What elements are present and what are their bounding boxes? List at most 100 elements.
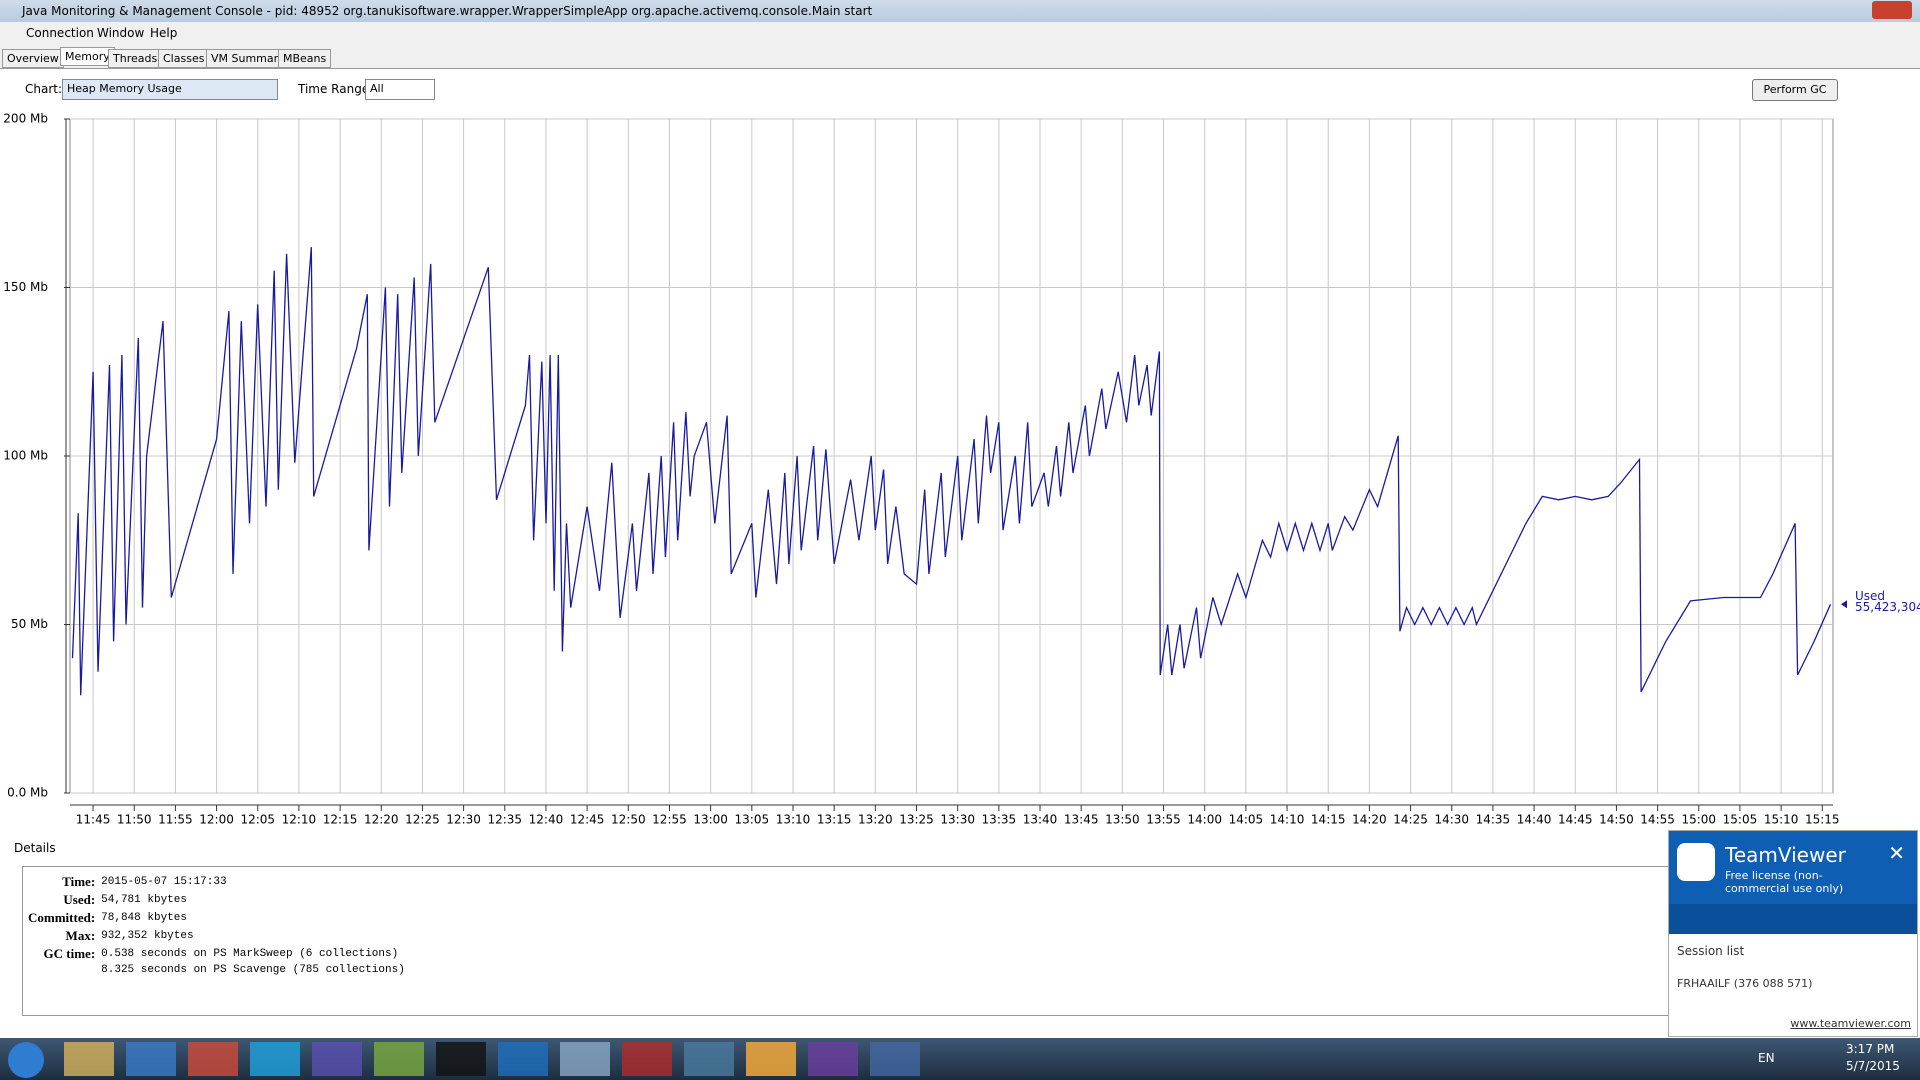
x-tick-label: 11:55 — [158, 813, 193, 827]
details-label: GC time: — [43, 946, 96, 961]
start-button[interactable] — [8, 1042, 44, 1078]
session-list-label: Session list — [1677, 944, 1745, 958]
details-label: Max: — [65, 928, 96, 943]
y-tick-label: 100 Mb — [3, 449, 48, 463]
x-tick-label: 13:45 — [1064, 813, 1099, 827]
x-tick-label: 13:35 — [982, 813, 1017, 827]
taskbar-icon[interactable] — [808, 1042, 858, 1076]
x-tick-label: 14:30 — [1434, 813, 1469, 827]
legend-entry: Used — [1855, 589, 1885, 603]
clock-time[interactable]: 3:17 PM — [1846, 1042, 1895, 1056]
teamviewer-link[interactable]: www.teamviewer.com — [1790, 1017, 1911, 1030]
taskbar-icon[interactable] — [870, 1042, 920, 1076]
details-label: Used: — [63, 892, 96, 907]
x-tick-label: 12:20 — [364, 813, 399, 827]
x-tick-label: 14:50 — [1599, 813, 1634, 827]
taskbar-icon[interactable] — [126, 1042, 176, 1076]
details-row: Used: 54,781 kbytes — [25, 891, 408, 909]
chart-select-value: Heap Memory Usage — [67, 82, 182, 95]
x-tick-label: 14:25 — [1393, 813, 1428, 827]
x-tick-label: 12:55 — [652, 813, 687, 827]
x-tick-label: 12:15 — [323, 813, 358, 827]
taskbar-icon[interactable] — [436, 1042, 486, 1076]
taskbar: EN 3:17 PM 5/7/2015 — [0, 1038, 1920, 1080]
y-tick-label: 150 Mb — [3, 280, 48, 294]
details-label: Committed: — [28, 910, 96, 925]
x-tick-label: 13:00 — [693, 813, 728, 827]
x-tick-label: 13:20 — [858, 813, 893, 827]
x-tick-label: 12:40 — [529, 813, 564, 827]
taskbar-icon[interactable] — [746, 1042, 796, 1076]
details-value: 78,848 kbytes — [101, 912, 187, 924]
menu-item[interactable]: Connection — [26, 26, 94, 40]
language[interactable]: EN — [1758, 1051, 1775, 1065]
details-box: Time: 2015-05-07 15:17:33 Used: 54,781 kbyt… — [22, 866, 1684, 1016]
tab[interactable]: MBeans — [278, 49, 332, 68]
x-tick-label: 13:30 — [940, 813, 975, 827]
x-tick-label: 14:10 — [1270, 813, 1305, 827]
x-tick-label: 14:20 — [1352, 813, 1387, 827]
teamviewer-panel: TeamViewer Free license (non-commercial … — [1668, 830, 1918, 1037]
tab-active[interactable]: Memory — [60, 47, 115, 66]
x-tick-label: 12:05 — [240, 813, 275, 827]
x-tick-label: 14:55 — [1640, 813, 1675, 827]
taskbar-icon[interactable] — [250, 1042, 300, 1076]
taskbar-icon[interactable] — [312, 1042, 362, 1076]
teamviewer-toolbar — [1669, 904, 1917, 934]
chart: 0.0 Mb 50 Mb 100 Mb 150 Mb 200 Mb 11:45 11:50 1… — [3, 112, 1920, 827]
session-entry[interactable]: FRHAAILF (376 088 571) — [1677, 977, 1813, 990]
tab[interactable]: Threads — [108, 49, 163, 68]
x-tick-label: 13:55 — [1146, 813, 1181, 827]
x-tick-label: 12:35 — [487, 813, 522, 827]
y-tick-label: 50 Mb — [11, 617, 48, 631]
details-title: Details — [14, 841, 56, 855]
taskbar-icon[interactable] — [498, 1042, 548, 1076]
x-tick-label: 12:10 — [282, 813, 317, 827]
close-button[interactable] — [1872, 1, 1912, 19]
range-label: Time Range: — [298, 82, 374, 96]
x-tick-label: 15:05 — [1723, 813, 1758, 827]
x-tick-label: 14:05 — [1229, 813, 1264, 827]
details-label — [25, 963, 98, 977]
details-row: Time: 2015-05-07 15:17:33 — [25, 873, 408, 891]
range-select[interactable]: All — [365, 79, 435, 100]
current-marker — [1841, 600, 1847, 609]
taskbar-icon[interactable] — [684, 1042, 734, 1076]
x-tick-label: 14:15 — [1311, 813, 1346, 827]
details-label: Time: — [62, 874, 96, 889]
taskbar-icon[interactable] — [188, 1042, 238, 1076]
tab[interactable]: VM Summary — [206, 49, 290, 68]
details-row: GC time: 0.538 seconds on PS MarkSweep (6… — [25, 945, 408, 963]
taskbar-icon[interactable] — [560, 1042, 610, 1076]
details-value: 932,352 kbytes — [101, 930, 194, 942]
details-row: Committed: 78,848 kbytes — [25, 909, 408, 927]
taskbar-icon[interactable] — [622, 1042, 672, 1076]
window-title: Java Monitoring & Management Console - p… — [22, 4, 873, 18]
details-value: 0.538 seconds on PS MarkSweep (6 collect… — [101, 948, 399, 960]
perform-gc-button[interactable]: Perform GC — [1752, 79, 1838, 101]
x-tick-label: 12:25 — [405, 813, 440, 827]
menu-item[interactable]: Help — [150, 26, 178, 40]
taskbar-icon[interactable] — [64, 1042, 114, 1076]
x-tick-label: 12:45 — [570, 813, 605, 827]
current-value: 55,423,304 — [1855, 600, 1920, 614]
x-tick-label: 11:45 — [76, 813, 111, 827]
x-tick-label: 12:30 — [446, 813, 481, 827]
x-tick-label: 14:00 — [1187, 813, 1222, 827]
x-tick-label: 15:10 — [1764, 813, 1799, 827]
clock-date[interactable]: 5/7/2015 — [1846, 1059, 1900, 1073]
tab[interactable]: Classes — [158, 49, 210, 68]
chart-select[interactable]: Heap Memory Usage — [62, 79, 278, 100]
x-tick-label: 13:15 — [817, 813, 852, 827]
menu-item[interactable]: Window — [97, 26, 145, 40]
x-tick-label: 11:50 — [117, 813, 152, 827]
y-tick-label: 0.0 Mb — [7, 786, 48, 800]
x-tick-label: 13:40 — [1023, 813, 1058, 827]
x-tick-label: 13:25 — [899, 813, 934, 827]
tab[interactable]: Overview — [2, 49, 64, 68]
teamviewer-close[interactable]: ✕ — [1888, 841, 1905, 865]
details-row: 8.325 seconds on PS Scavenge (785 collec… — [25, 963, 408, 977]
details-value: 54,781 kbytes — [101, 894, 187, 906]
taskbar-icon[interactable] — [374, 1042, 424, 1076]
